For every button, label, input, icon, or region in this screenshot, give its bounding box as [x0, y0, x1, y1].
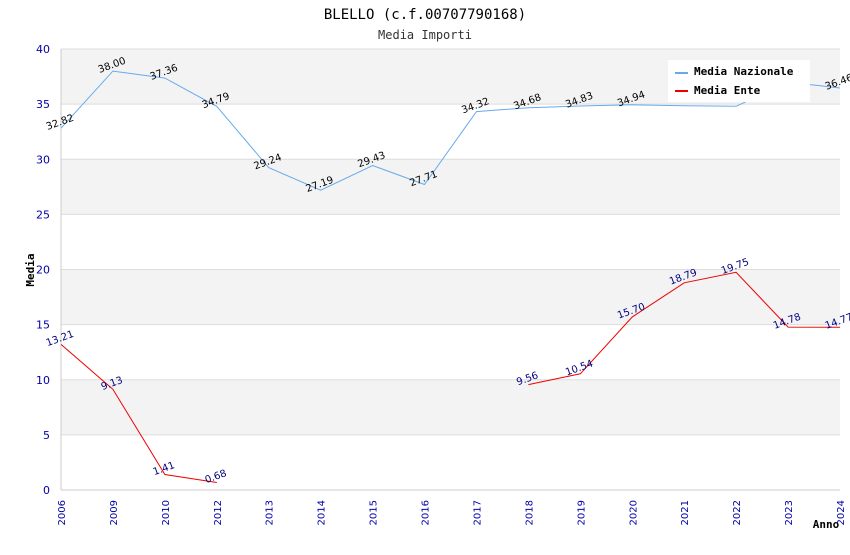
y-tick-label: 30: [36, 153, 50, 166]
x-tick-label: 2006: [57, 500, 68, 525]
chart-title: BLELLO (c.f.00707790168): [324, 7, 526, 23]
series-lines: [60, 70, 841, 483]
legend-box: [668, 60, 810, 102]
data-label: 0.68: [204, 468, 229, 486]
chart-subtitle: Media Importi: [378, 28, 472, 42]
grid-band: [61, 269, 840, 325]
y-tick-label: 5: [43, 429, 50, 442]
legend-label-nazionale: Media Nazionale: [694, 65, 794, 78]
x-tick-label: 2021: [680, 500, 691, 525]
series-line-1: [60, 271, 841, 483]
x-tick-label: 2014: [317, 500, 328, 525]
x-tick-label: 2010: [161, 500, 172, 525]
x-tick-label: 2022: [732, 500, 743, 525]
x-tick-label: 2023: [784, 500, 795, 525]
data-label: 10.54: [564, 358, 595, 378]
x-axis-label: Anno: [813, 518, 840, 531]
y-tick-label: 0: [43, 484, 50, 497]
x-tick-label: 2020: [628, 500, 639, 525]
grid-band: [61, 159, 840, 215]
y-tick-labels: 0 5 10 15 20 25 30 35 40: [36, 43, 50, 497]
x-tick-label: 2009: [109, 500, 120, 525]
data-label: 32.82: [45, 113, 76, 133]
x-tick-label: 2012: [213, 500, 224, 525]
y-tick-label: 15: [36, 319, 50, 332]
data-label: 13.21: [45, 329, 76, 349]
x-tick-label: 2019: [576, 500, 587, 525]
grid-bands: [61, 49, 840, 435]
x-tick-label: 2013: [265, 500, 276, 525]
y-tick-label: 20: [36, 264, 50, 277]
x-tick-label: 2017: [472, 500, 483, 525]
y-tick-label: 40: [36, 43, 50, 56]
y-tick-label: 25: [36, 208, 50, 221]
x-tick-label: 2015: [369, 500, 380, 525]
x-tick-label: 2018: [524, 500, 535, 525]
grid-band: [61, 379, 840, 435]
y-tick-label: 10: [36, 374, 50, 387]
legend: Media Nazionale Media Ente: [668, 60, 810, 102]
axes: [60, 49, 840, 491]
x-tick-label: 2016: [421, 500, 432, 525]
x-tick-labels: 2006 2009 2010 2012 2013 2014 2015 2016 2017 2018…: [57, 500, 847, 525]
y-tick-label: 35: [36, 98, 50, 111]
y-axis-label: Media: [24, 253, 37, 286]
x-tick-label: 2024: [836, 500, 847, 525]
series-line-0: [60, 70, 841, 191]
legend-label-ente: Media Ente: [694, 84, 761, 97]
